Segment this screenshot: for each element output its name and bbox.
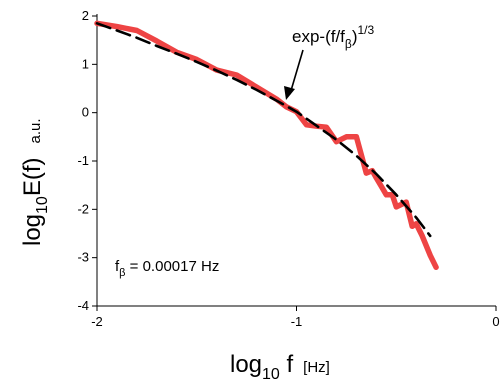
fit-curve (95, 21, 432, 238)
fit-annotation: exp-(f/fβ)1/3 (292, 23, 374, 51)
y-tick-label: 1 (82, 56, 89, 71)
x-tick-label: -2 (91, 314, 103, 329)
ticks: 210-1-2-3-4-2 -1 0 (77, 8, 499, 329)
parameter-annotation: fβ = 0.00017 Hz (115, 258, 219, 279)
y-tick-label: -4 (77, 298, 89, 313)
x-axis-label: log10 f [Hz] (230, 351, 330, 381)
x-tick-label: -1 (291, 314, 303, 329)
x-tick-label: 0 (492, 314, 499, 329)
y-tick-label: 0 (82, 105, 89, 120)
series (94, 20, 439, 271)
y-axis-label: log10E(f)a.u. (19, 118, 51, 246)
y-tick-label: -1 (77, 153, 89, 168)
y-tick-label: -3 (77, 250, 89, 265)
annotation-arrow (284, 49, 304, 100)
data-curve (94, 20, 439, 271)
y-tick-label: 2 (82, 8, 89, 23)
y-tick-label: -2 (77, 201, 89, 216)
